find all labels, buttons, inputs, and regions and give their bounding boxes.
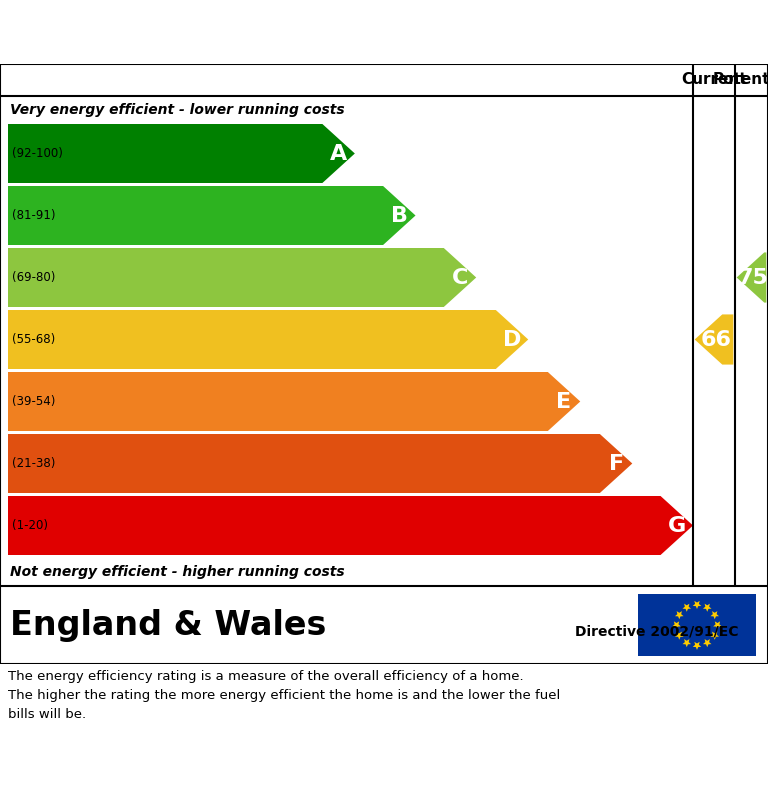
Polygon shape — [675, 611, 684, 619]
Text: (39-54): (39-54) — [12, 395, 55, 408]
Text: Potential: Potential — [713, 73, 768, 87]
Text: Directive 2002/91/EC: Directive 2002/91/EC — [575, 625, 739, 638]
Text: (69-80): (69-80) — [12, 271, 55, 284]
Polygon shape — [8, 372, 581, 431]
Polygon shape — [683, 639, 691, 647]
Text: G: G — [667, 516, 686, 536]
Polygon shape — [710, 611, 719, 619]
Polygon shape — [675, 632, 684, 640]
Polygon shape — [8, 434, 632, 493]
Polygon shape — [695, 314, 733, 364]
Text: F: F — [608, 453, 624, 473]
Polygon shape — [703, 639, 711, 647]
Text: England & Wales: England & Wales — [10, 608, 326, 642]
Text: A: A — [330, 144, 347, 163]
Text: Not energy efficient - higher running costs: Not energy efficient - higher running co… — [10, 565, 345, 579]
Polygon shape — [8, 310, 528, 369]
Polygon shape — [693, 642, 701, 650]
Polygon shape — [737, 252, 766, 302]
Polygon shape — [8, 496, 693, 555]
Text: (21-38): (21-38) — [12, 457, 55, 470]
Text: (92-100): (92-100) — [12, 147, 63, 160]
Polygon shape — [672, 621, 680, 629]
Text: 75: 75 — [737, 267, 768, 288]
Polygon shape — [683, 604, 691, 612]
Text: The energy efficiency rating is a measure of the overall efficiency of a home.
T: The energy efficiency rating is a measur… — [8, 670, 560, 721]
Bar — [638, 594, 756, 656]
Polygon shape — [8, 124, 355, 183]
Text: E: E — [557, 392, 571, 411]
Polygon shape — [693, 601, 701, 609]
Text: D: D — [503, 330, 521, 350]
Text: C: C — [452, 267, 468, 288]
Text: 66: 66 — [700, 330, 731, 350]
Text: Very energy efficient - lower running costs: Very energy efficient - lower running co… — [10, 103, 345, 117]
Polygon shape — [713, 621, 722, 629]
Text: (1-20): (1-20) — [12, 519, 48, 532]
Text: (55-68): (55-68) — [12, 333, 55, 346]
Text: Current: Current — [681, 73, 746, 87]
Polygon shape — [703, 604, 711, 612]
Polygon shape — [710, 632, 719, 640]
Text: B: B — [391, 205, 408, 225]
Text: Energy Efficiency Rating: Energy Efficiency Rating — [15, 17, 514, 51]
Text: (81-91): (81-91) — [12, 209, 55, 222]
Polygon shape — [8, 248, 476, 307]
Polygon shape — [8, 186, 415, 245]
